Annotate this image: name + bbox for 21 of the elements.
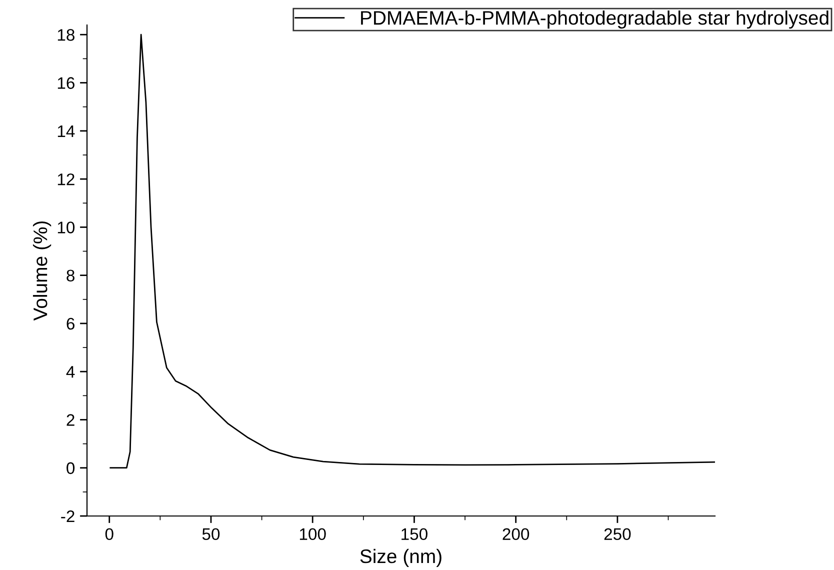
x-tick-label: 0: [105, 528, 114, 540]
x-tick-label: 200: [502, 528, 530, 540]
y-tick-label: -2: [61, 510, 74, 522]
y-tick-label: 10: [58, 222, 75, 234]
x-tick-label: 250: [604, 528, 631, 540]
y-axis-title: Volume (%): [32, 221, 52, 321]
x-tick-label: 150: [402, 528, 428, 540]
y-tick-label: 4: [66, 366, 75, 378]
y-tick-label: 18: [58, 29, 74, 41]
y-tick-label: 16: [58, 77, 74, 89]
y-tick-label: 6: [66, 318, 74, 330]
x-tick-label: 100: [300, 528, 326, 540]
y-tick-label: 2: [66, 414, 74, 426]
legend-label: PDMAEMA-b-PMMA-photodegradable star hydrolysed: [361, 10, 828, 29]
x-axis-title: Size (nm): [360, 548, 442, 568]
y-tick-label: 14: [58, 125, 75, 137]
line-series: [110, 34, 715, 469]
y-tick-label: 0: [66, 462, 75, 474]
y-tick-label: 8: [66, 270, 74, 282]
y-tick-label: 12: [58, 173, 74, 186]
x-tick-label: 50: [202, 528, 220, 540]
